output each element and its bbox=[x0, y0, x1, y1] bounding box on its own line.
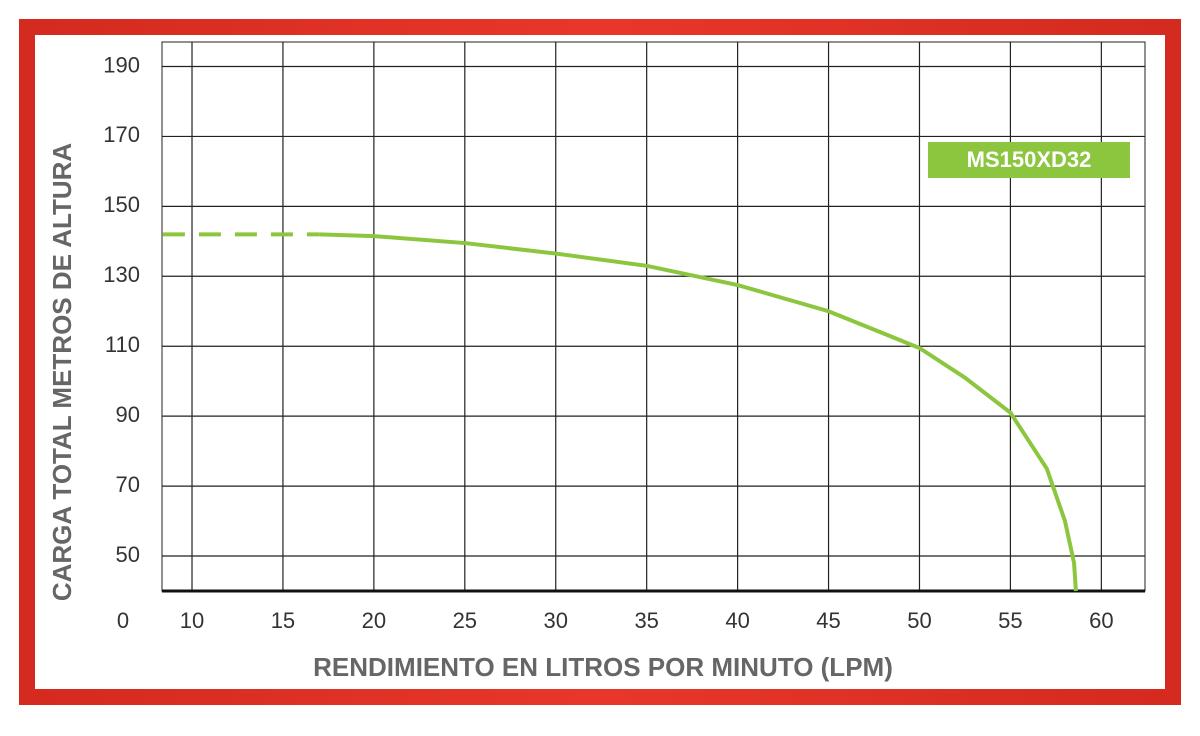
x-tick-label: 25 bbox=[453, 608, 477, 633]
y-tick-label: 130 bbox=[103, 262, 140, 287]
y-tick-label: 90 bbox=[116, 402, 140, 427]
curve bbox=[319, 232, 1078, 592]
origin-label: 0 bbox=[117, 608, 129, 633]
x-tick-label: 30 bbox=[544, 608, 568, 633]
y-tick-label: 50 bbox=[116, 542, 140, 567]
x-tick-label: 10 bbox=[180, 608, 204, 633]
plot-background bbox=[161, 41, 1146, 592]
y-tick-label: 170 bbox=[103, 122, 140, 147]
x-tick-label: 50 bbox=[907, 608, 931, 633]
plot-area: 50 70 90 110 130 150 170 190 10 15 20 25 30 35 40 45 50 5… bbox=[103, 41, 1146, 633]
y-tick-label: 70 bbox=[116, 472, 140, 497]
x-axis-title: RENDIMIENTO EN LITROS POR MINUTO (LPM) bbox=[313, 652, 893, 682]
x-tick-label: 40 bbox=[725, 608, 749, 633]
x-tick-label: 45 bbox=[816, 608, 840, 633]
frame bbox=[19, 19, 1181, 705]
legend-label: MS150XD32 bbox=[967, 147, 1092, 172]
y-tick-label: 190 bbox=[103, 52, 140, 77]
x-tick-label: 20 bbox=[362, 608, 386, 633]
x-tick-label: 35 bbox=[634, 608, 658, 633]
x-tick-label: 60 bbox=[1089, 608, 1113, 633]
y-tick-label: 110 bbox=[105, 332, 140, 357]
y-tick-label: 150 bbox=[103, 192, 140, 217]
y-axis-title: CARGA TOTAL METROS DE ALTURA bbox=[47, 143, 77, 602]
legend-box bbox=[928, 142, 1130, 178]
x-tick-label: 15 bbox=[271, 608, 295, 633]
x-tick-label: 55 bbox=[998, 608, 1022, 633]
